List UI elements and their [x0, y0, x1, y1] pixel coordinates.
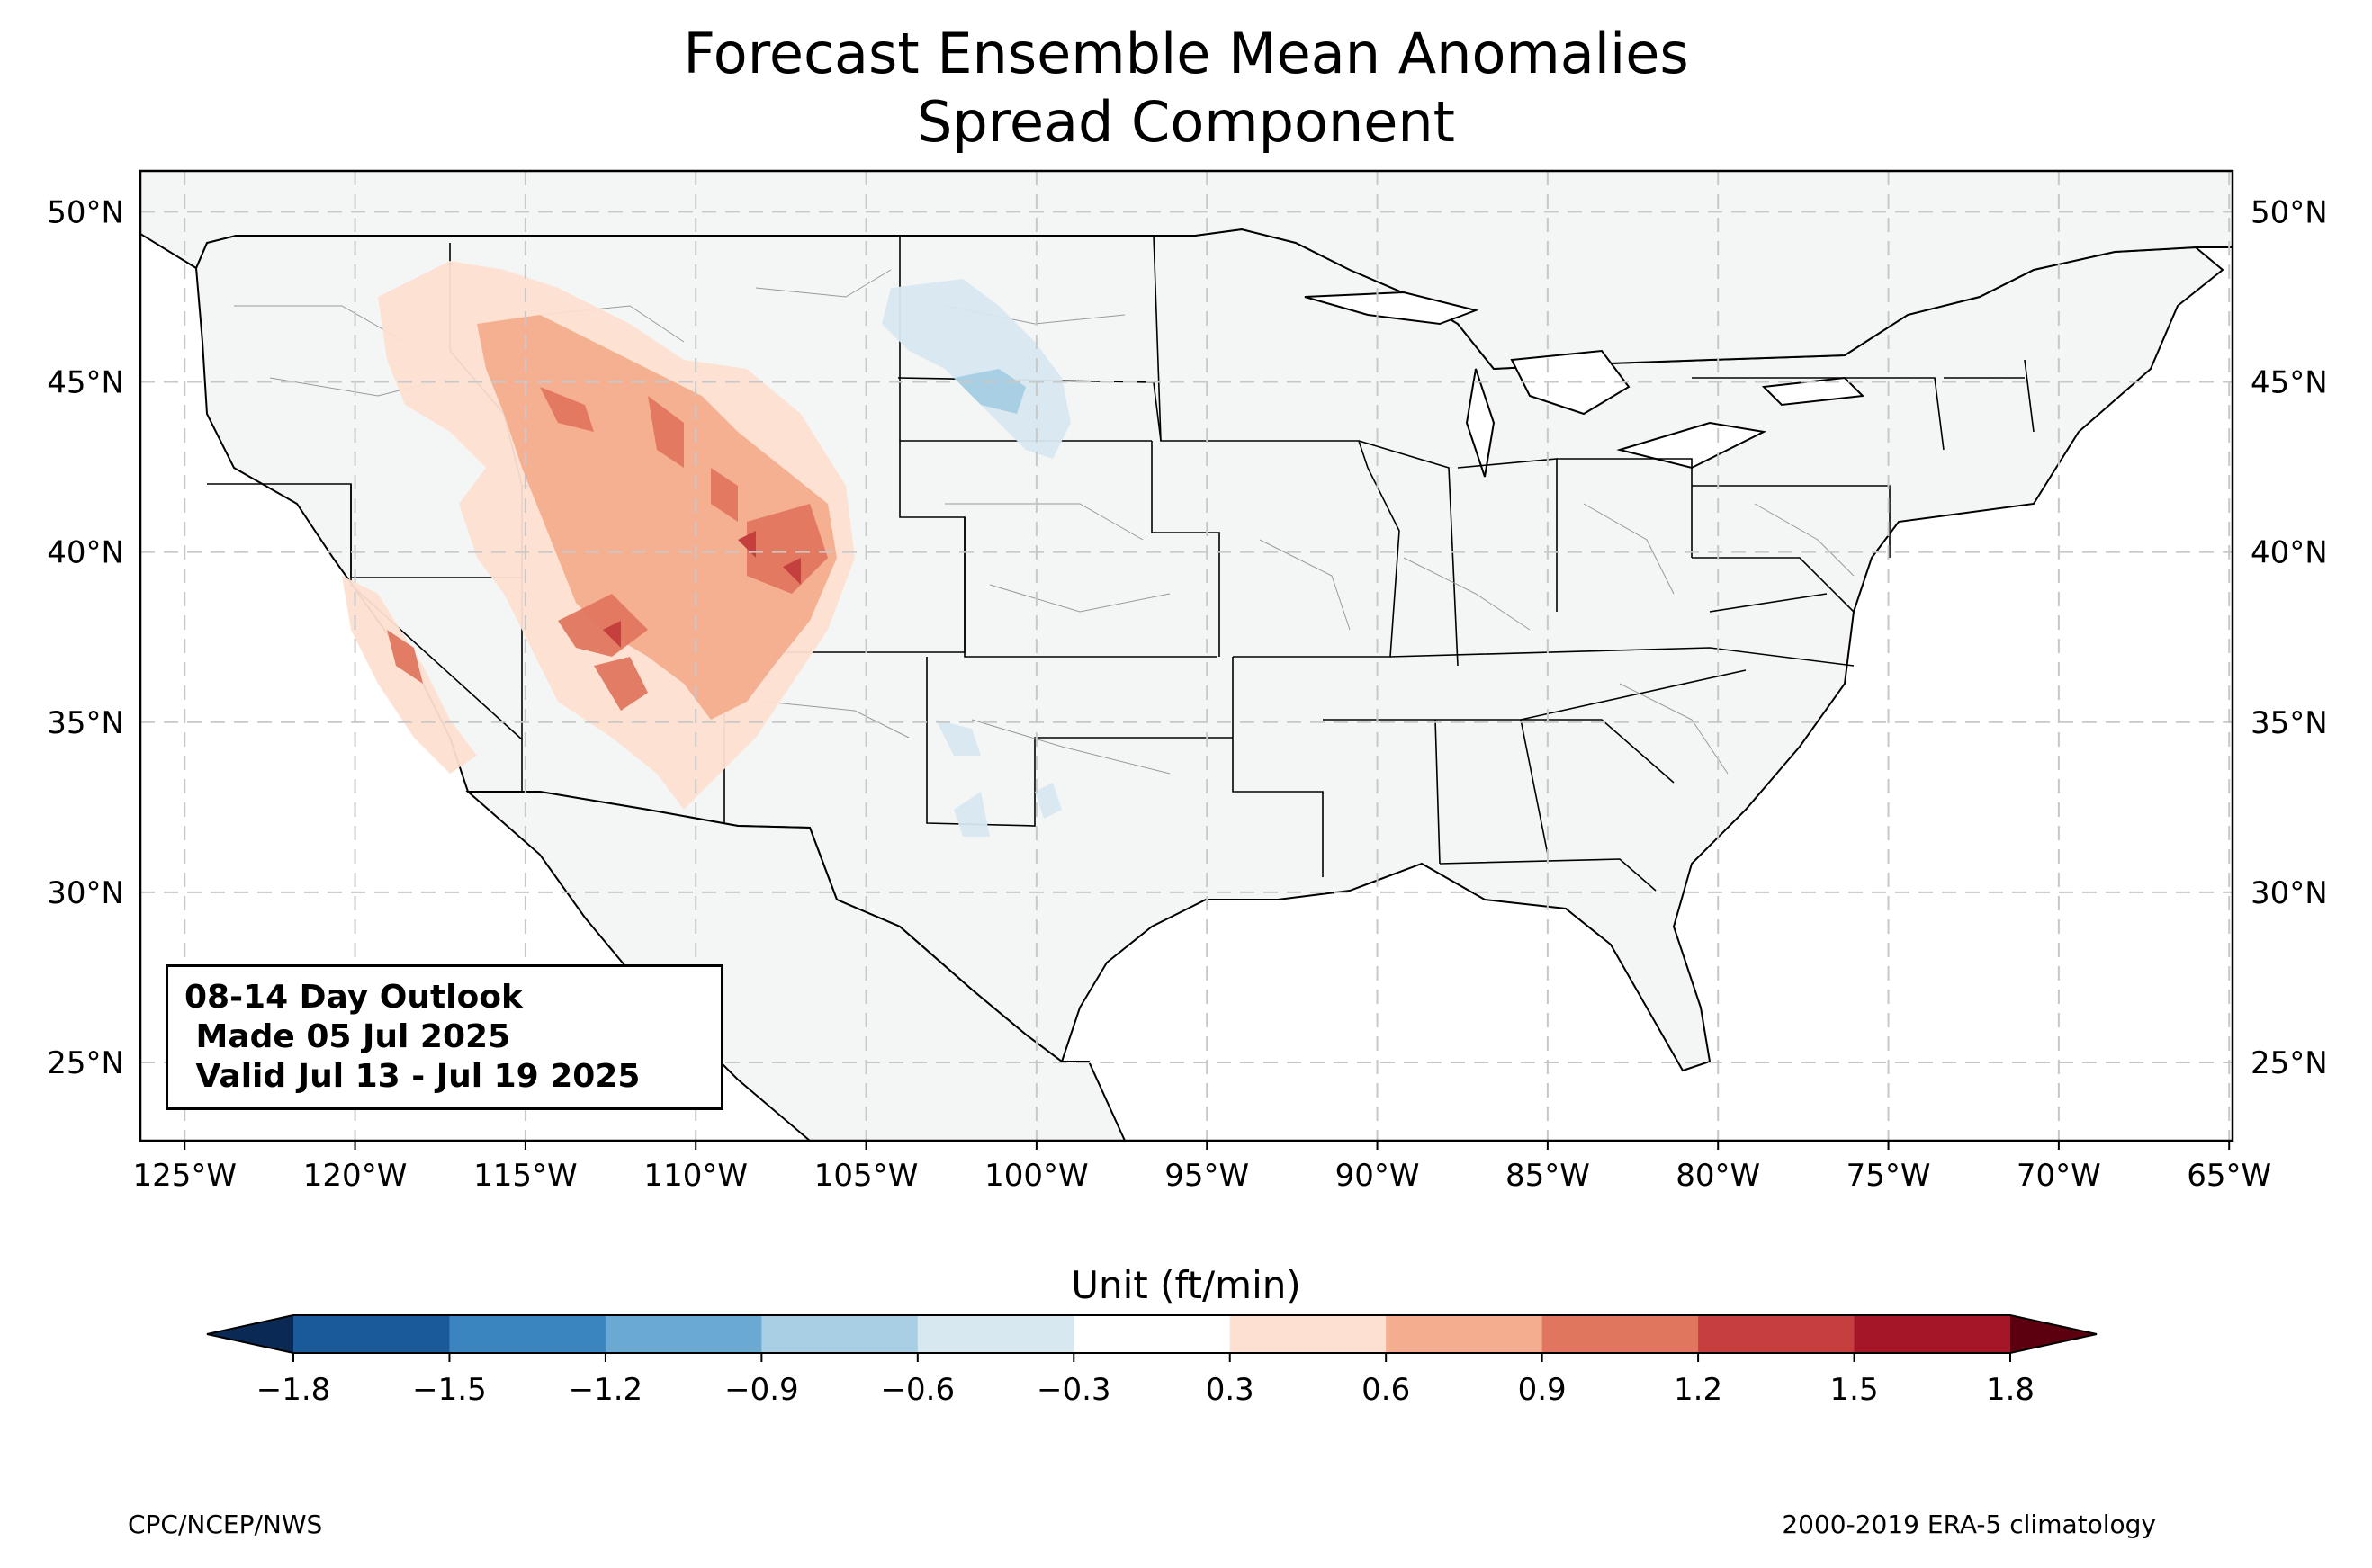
- colorbar-segment: [1074, 1315, 1231, 1353]
- lat-tick-label: 35°N: [47, 705, 124, 741]
- colorbar-tick-labels: −1.8 −1.5 −1.2 −0.9 −0.6 −0.3 0.3 0.6 0.9 1.2 1.5 1…: [256, 1353, 2035, 1408]
- title-line-1: Forecast Ensemble Mean Anomalies: [683, 21, 1689, 86]
- colorbar-tick-label: −0.6: [881, 1372, 956, 1408]
- colorbar-segment: [1854, 1315, 2011, 1353]
- colorbar-tick-label: −1.5: [412, 1372, 487, 1408]
- lon-tick-labels: 125°W 120°W 115°W 110°W 105°W 100°W 95°W 90°W 85…: [132, 1141, 2271, 1194]
- colorbar-segment: [605, 1315, 762, 1353]
- outlook-line-3: Valid Jul 13 - Jul 19 2025: [184, 1058, 641, 1095]
- lat-tick-label: 50°N: [2251, 194, 2328, 230]
- lat-tick-label: 50°N: [47, 194, 124, 230]
- credit-right: 2000-2019 ERA-5 climatology: [1782, 1510, 2156, 1539]
- lat-tick-label: 25°N: [2251, 1045, 2328, 1081]
- colorbar-segment: [1386, 1315, 1543, 1353]
- lon-tick-label: 65°W: [2187, 1158, 2271, 1194]
- lat-tick-label: 40°N: [47, 535, 124, 571]
- lon-tick-label: 120°W: [303, 1158, 408, 1194]
- lat-tick-label: 40°N: [2251, 535, 2328, 571]
- colorbar-under-arrow: [207, 1315, 293, 1353]
- lat-tick-label: 30°N: [2251, 875, 2328, 911]
- colorbar-tick-label: 0.9: [1518, 1372, 1567, 1408]
- lon-tick-label: 90°W: [1335, 1158, 1420, 1194]
- colorbar-tick-label: −1.8: [256, 1372, 331, 1408]
- lon-tick-label: 95°W: [1164, 1158, 1249, 1194]
- lat-tick-label: 30°N: [47, 875, 124, 911]
- anomaly-region-neg-mid: [954, 369, 1026, 414]
- anomaly-region-pos-dark: [387, 387, 828, 711]
- lat-tick-labels: 50°N 50°N 45°N 45°N 40°N 40°N 35°N 35°N 30°N 30°N…: [47, 194, 2327, 1081]
- map-frame: [139, 169, 2234, 1142]
- title-line-2: Spread Component: [917, 89, 1455, 155]
- anomaly-fills: [342, 261, 1071, 837]
- colorbar-segment: [1229, 1315, 1387, 1353]
- colorbar-tick-label: 0.6: [1361, 1372, 1410, 1408]
- lon-tick-label: 85°W: [1505, 1158, 1590, 1194]
- colorbar-segment: [917, 1315, 1074, 1353]
- lon-tick-label: 80°W: [1676, 1158, 1760, 1194]
- colorbar-tick-label: 1.2: [1674, 1372, 1722, 1408]
- credit-left: CPC/NCEP/NWS: [128, 1510, 323, 1539]
- lon-tick-label: 105°W: [814, 1158, 919, 1194]
- lon-tick-label: 125°W: [132, 1158, 237, 1194]
- colorbar-segments: [206, 1314, 2098, 1354]
- colorbar-tick-label: −1.2: [569, 1372, 643, 1408]
- colorbar-tick-label: −0.3: [1037, 1372, 1111, 1408]
- colorbar-tick-label: −0.9: [724, 1372, 799, 1408]
- lon-tick-label: 70°W: [2017, 1158, 2101, 1194]
- colorbar-tick-label: 1.5: [1830, 1372, 1879, 1408]
- outlook-line-1: 08-14 Day Outlook: [184, 979, 523, 1016]
- colorbar-segment: [293, 1315, 450, 1353]
- lon-tick-label: 75°W: [1846, 1158, 1931, 1194]
- outlook-line-2: Made 05 Jul 2025: [184, 1018, 511, 1055]
- lat-tick-label: 25°N: [47, 1045, 124, 1081]
- lat-tick-label: 35°N: [2251, 705, 2328, 741]
- lat-tick-label: 45°N: [2251, 365, 2328, 401]
- colorbar-segment: [761, 1315, 919, 1353]
- lon-tick-label: 115°W: [473, 1158, 578, 1194]
- colorbar-tick-label: 1.8: [1986, 1372, 2035, 1408]
- colorbar-segment: [449, 1315, 606, 1353]
- lon-tick-label: 100°W: [984, 1158, 1089, 1194]
- colorbar-label: Unit (ft/min): [1071, 1263, 1301, 1307]
- map-title: Forecast Ensemble Mean Anomalies Spread …: [0, 20, 2372, 157]
- outlook-info-box: 08-14 Day Outlook Made 05 Jul 2025 Valid…: [166, 964, 723, 1110]
- canada-land: [139, 170, 2233, 371]
- colorbar-over-arrow: [2010, 1315, 2097, 1353]
- lat-tick-label: 45°N: [47, 365, 124, 401]
- colorbar-segment: [1698, 1315, 1855, 1353]
- colorbar-tick-label: 0.3: [1206, 1372, 1254, 1408]
- colorbar-segment: [1541, 1315, 1699, 1353]
- great-lakes: [1304, 291, 1865, 478]
- lon-tick-label: 110°W: [643, 1158, 748, 1194]
- anomaly-region-neg-light: [882, 279, 1071, 837]
